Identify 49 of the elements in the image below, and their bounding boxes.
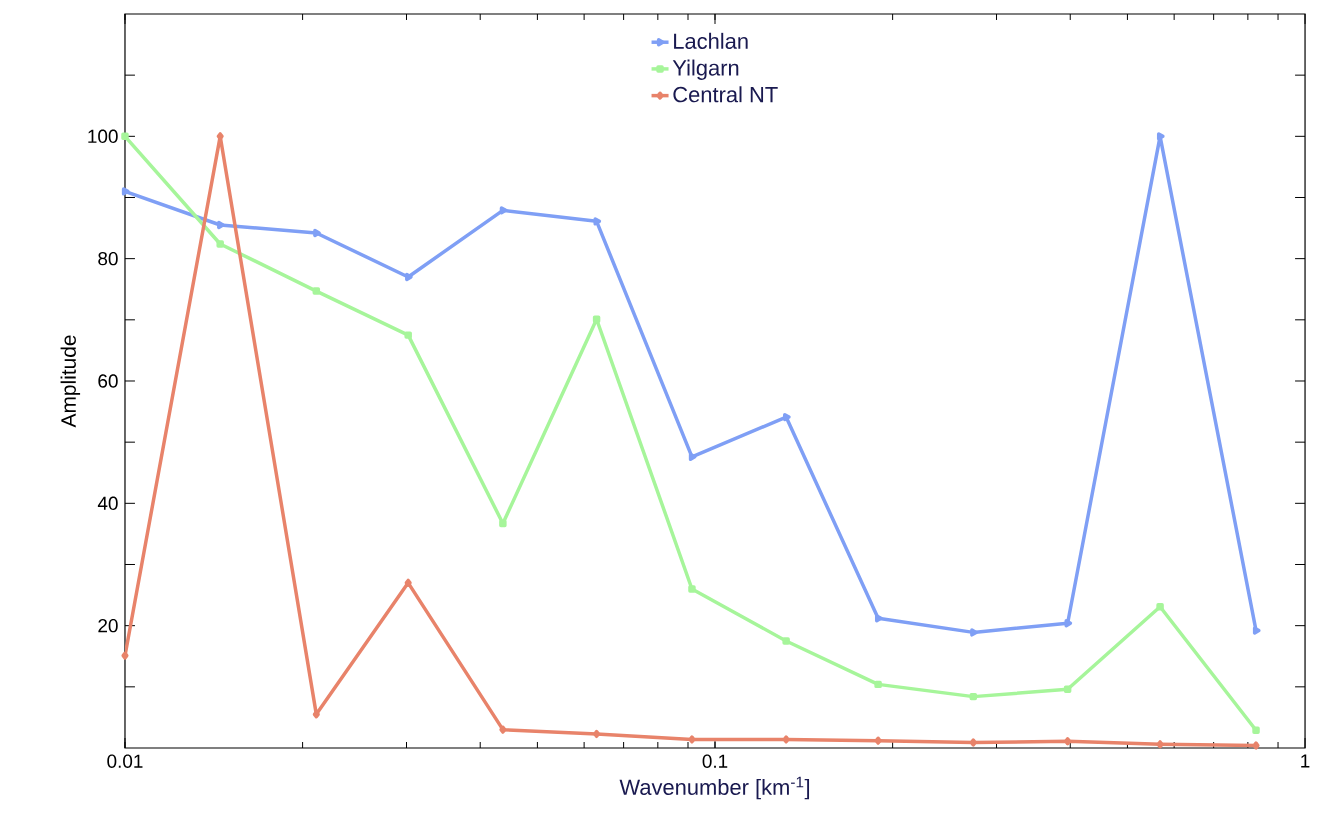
point: [1252, 741, 1260, 750]
point: [874, 736, 882, 745]
point: [1156, 132, 1165, 141]
point: [688, 735, 696, 744]
legend-label: Central NT: [673, 86, 778, 103]
point: [499, 725, 507, 734]
y-tick-label: 60: [98, 374, 118, 388]
point: [216, 240, 224, 248]
point: [217, 220, 225, 230]
point: [1063, 685, 1072, 694]
point: [1252, 626, 1261, 635]
x-tick-label: 0.1: [702, 754, 728, 768]
point: [688, 585, 696, 593]
point: [404, 331, 412, 339]
point: [782, 637, 790, 645]
point: [405, 272, 413, 282]
point: [121, 651, 129, 660]
point: [969, 738, 977, 747]
point: [1156, 740, 1164, 749]
point: [499, 519, 507, 528]
y-axis-title: Amplitude: [60, 335, 81, 428]
point: [969, 692, 978, 701]
point: [312, 287, 321, 295]
point: [593, 217, 602, 226]
y-tick-label: 40: [97, 496, 118, 511]
point: [783, 412, 791, 422]
point: [593, 729, 601, 739]
y-tick-label: 20: [98, 618, 118, 633]
point: [688, 452, 697, 462]
point: [782, 735, 790, 744]
point: [1064, 737, 1072, 746]
point: [499, 206, 508, 215]
point: [1156, 602, 1164, 611]
y-tick-label: 100: [88, 129, 118, 144]
point: [592, 315, 601, 323]
x-tick-label: 0.01: [107, 754, 143, 768]
point: [874, 680, 882, 689]
legend-label: Lachlan: [674, 32, 748, 49]
point: [121, 187, 130, 196]
point: [404, 578, 412, 587]
legend-label: Yilgarn: [672, 59, 739, 80]
y-tick-label: 80: [98, 251, 118, 266]
x-axis-title: Wavenumber [km$^{-1}$]: [619, 776, 810, 800]
point: [121, 132, 129, 141]
point: [970, 628, 978, 637]
point: [874, 614, 883, 623]
point: [1064, 619, 1073, 628]
x-tick-label: 1: [1301, 754, 1310, 768]
point: [1252, 726, 1260, 734]
